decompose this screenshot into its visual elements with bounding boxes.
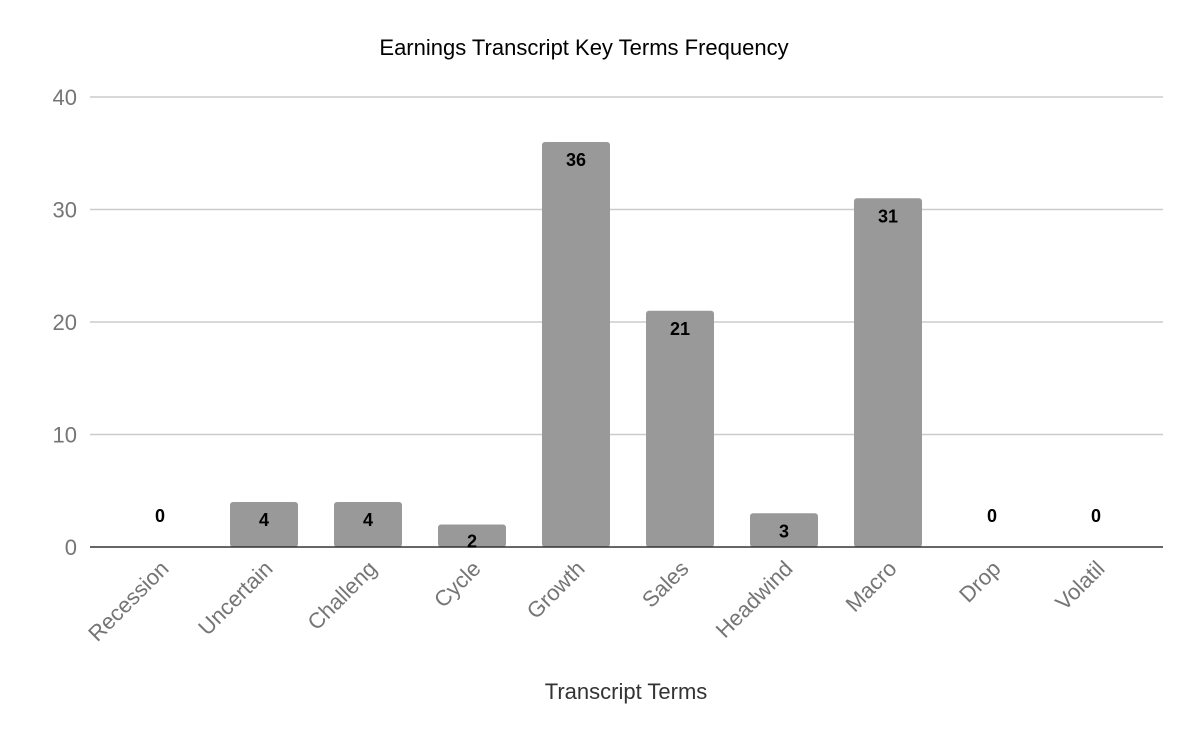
- data-label: 3: [779, 521, 789, 541]
- bar-headwind: [750, 513, 818, 547]
- x-tick-label: Drop: [954, 556, 1005, 607]
- bar-macro: [854, 198, 922, 547]
- data-label: 0: [1091, 506, 1101, 526]
- bar-growth: [542, 142, 610, 547]
- x-tick-label: Sales: [637, 556, 694, 613]
- x-tick-label: Challeng: [302, 556, 381, 635]
- y-tick-label: 0: [65, 535, 77, 560]
- data-label: 36: [566, 150, 586, 170]
- bar-cycle: [438, 524, 506, 547]
- bar-challeng: [334, 502, 402, 547]
- data-label: 4: [363, 510, 373, 530]
- bar-uncertain: [230, 502, 298, 547]
- data-label: 2: [467, 532, 477, 552]
- data-label: 0: [987, 506, 997, 526]
- y-tick-label: 10: [53, 423, 77, 448]
- data-label: 0: [155, 506, 165, 526]
- x-tick-label: Uncertain: [193, 556, 277, 640]
- y-tick-label: 30: [53, 198, 77, 223]
- y-tick-label: 20: [53, 310, 77, 335]
- y-axis-ticks: 0 10 20 30 40: [53, 85, 77, 560]
- data-labels: 0 4 4 2 36 21 3 31 0 0: [155, 150, 1101, 552]
- chart-title: Earnings Transcript Key Terms Frequency: [379, 35, 788, 60]
- x-axis-title: Transcript Terms: [545, 679, 708, 704]
- bar-sales: [646, 310, 714, 547]
- bars: [230, 142, 922, 547]
- x-tick-label: Growth: [522, 556, 590, 624]
- y-tick-label: 40: [53, 85, 77, 110]
- x-tick-label: Volatil: [1050, 556, 1109, 615]
- x-tick-label: Cycle: [429, 556, 486, 613]
- data-label: 21: [670, 319, 690, 339]
- x-axis-ticks: Recession Uncertain Challeng Cycle Growth Sal…: [83, 556, 1109, 646]
- x-tick-label: Recession: [83, 556, 173, 646]
- x-tick-label: Headwind: [711, 556, 798, 643]
- gridlines: [90, 96, 1163, 436]
- x-tick-label: Macro: [841, 556, 902, 617]
- data-label: 4: [259, 510, 269, 530]
- data-label: 31: [878, 206, 898, 226]
